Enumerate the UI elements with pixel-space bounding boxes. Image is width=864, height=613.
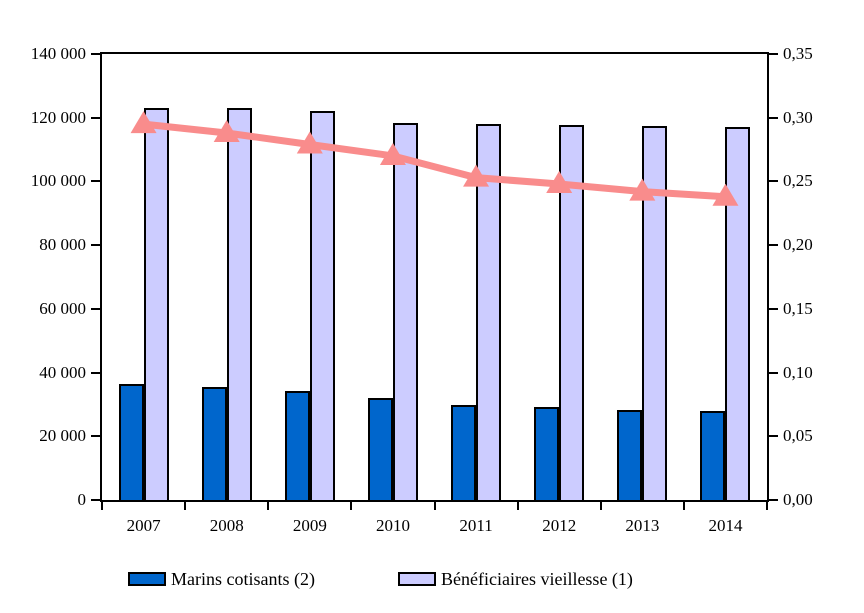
left-axis-tick-label: 20 000 — [39, 426, 86, 446]
left-axis-tick-label: 140 000 — [30, 44, 86, 63]
ratio-line — [143, 120, 726, 201]
x-axis-tick — [184, 500, 187, 510]
left-axis-tick — [91, 435, 101, 438]
bar-beneficiaires-2009 — [309, 110, 335, 500]
ratio-marker-2013 — [629, 178, 656, 201]
bar-beneficiaires-2007 — [143, 107, 169, 500]
x-axis-label-2013: 2013 — [625, 516, 660, 535]
bar-marins-2010 — [367, 398, 393, 500]
right-axis-tick — [768, 307, 778, 310]
right-axis-tick — [768, 53, 778, 55]
ratio-marker-2011 — [463, 164, 490, 187]
bar-marins-2011 — [451, 404, 477, 500]
right-axis-tick-label: 0,20 — [783, 235, 813, 255]
x-axis-label-2007: 2007 — [126, 516, 161, 535]
left-axis-tick — [91, 180, 101, 183]
left-axis-tick — [91, 371, 101, 374]
legend: Marins cotisants (2) Bénéficiaires vieil… — [0, 567, 864, 591]
left-axis-tick-label: 0 — [77, 490, 87, 509]
bar-beneficiaires-2011 — [476, 124, 502, 500]
right-axis-tick — [768, 116, 778, 119]
bar-marins-2012 — [534, 406, 560, 500]
right-axis-tick — [768, 371, 778, 374]
left-axis-tick-label: 100 000 — [30, 171, 86, 191]
x-axis-label-2009: 2009 — [292, 516, 327, 535]
bar-marins-2013 — [617, 409, 643, 500]
left-axis-tick-label: 40 000 — [39, 362, 86, 382]
right-axis-tick-label: 0,05 — [783, 426, 813, 446]
right-axis-tick-label: 0,30 — [783, 107, 813, 127]
ratio-marker-2014 — [712, 183, 739, 206]
left-axis-tick — [91, 244, 101, 247]
x-axis-label-2014: 2014 — [708, 516, 743, 535]
left-axis-tick-label: 60 000 — [39, 298, 86, 318]
ratio-marker-2007 — [130, 111, 157, 134]
ratio-marker-2010 — [379, 142, 406, 165]
right-axis-tick — [768, 435, 778, 438]
x-axis-label-2008: 2008 — [209, 516, 244, 535]
plot-area — [100, 52, 769, 502]
left-axis-tick — [91, 116, 101, 119]
legend-label-beneficiaires: Bénéficiaires vieillesse (1) — [441, 569, 633, 589]
ratio-line-layer — [130, 111, 739, 206]
left-axis-tick-label: 120 000 — [30, 107, 86, 127]
x-axis-tick — [433, 500, 436, 510]
right-axis-tick — [768, 180, 778, 183]
legend-swatch-beneficiaires — [398, 572, 436, 586]
x-axis-tick — [516, 500, 519, 510]
right-axis-tick-label: 0,10 — [783, 362, 813, 382]
bar-marins-2009 — [284, 391, 310, 500]
left-axis-tick — [91, 53, 101, 55]
x-axis-tick — [101, 500, 103, 510]
left-axis-tick — [91, 499, 101, 501]
ratio-marker-2008 — [213, 120, 240, 143]
bar-marins-2008 — [201, 387, 227, 500]
x-axis-label-2010: 2010 — [375, 516, 410, 535]
bar-beneficiaires-2014 — [725, 126, 751, 500]
right-axis-tick — [768, 244, 778, 247]
x-axis-tick — [599, 500, 602, 510]
x-axis-tick — [682, 500, 685, 510]
x-axis-tick — [350, 500, 353, 510]
left-axis-tick — [91, 307, 101, 310]
x-axis-tick — [766, 500, 768, 510]
bar-beneficiaires-2008 — [226, 108, 252, 500]
legend-label-marins: Marins cotisants (2) — [171, 569, 315, 589]
bar-beneficiaires-2010 — [392, 123, 418, 500]
legend-swatch-marins — [128, 572, 166, 586]
left-axis-tick-label: 80 000 — [39, 235, 86, 255]
legend-entry-marins: Marins cotisants (2) — [128, 567, 315, 591]
right-axis-tick-label: 0,15 — [783, 298, 813, 318]
right-axis-tick-label: 0,35 — [783, 44, 813, 63]
right-axis-tick — [768, 499, 778, 501]
right-axis-tick-label: 0,00 — [783, 490, 813, 509]
ratio-marker-2012 — [546, 170, 573, 193]
bar-marins-2007 — [118, 384, 144, 500]
x-axis-label-2011: 2011 — [459, 516, 493, 535]
right-axis-tick-label: 0,25 — [783, 171, 813, 191]
x-axis-label-2012: 2012 — [542, 516, 577, 535]
bar-marins-2014 — [700, 411, 726, 500]
legend-entry-beneficiaires: Bénéficiaires vieillesse (1) — [398, 567, 633, 591]
ratio-marker-2009 — [296, 131, 323, 154]
x-axis-tick — [267, 500, 270, 510]
